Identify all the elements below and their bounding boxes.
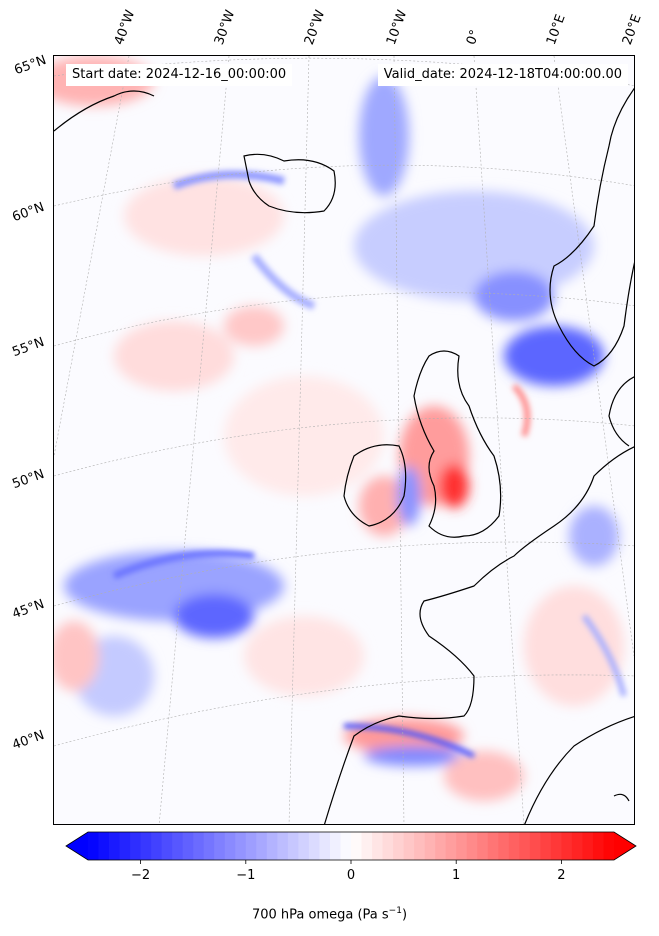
colorbar-band [130, 832, 142, 860]
omega-contours [54, 56, 624, 801]
lon-label-10e: 10°E [543, 12, 569, 48]
colorbar-band [403, 832, 415, 860]
colorbar-band [88, 832, 100, 860]
lon-label-10w: 10°W [383, 8, 411, 47]
map-panel: Start date: 2024-12-16_00:00:00 Valid_da… [53, 55, 635, 825]
colorbar-band [109, 832, 121, 860]
lon-label-0: 0° [463, 27, 484, 47]
colorbar-outline [65, 831, 637, 861]
colorbar-band [351, 832, 363, 860]
colorbar-tick-label: −2 [131, 868, 150, 883]
colorbar-band [382, 832, 394, 860]
colorbar-label-suffix: ) [401, 907, 408, 923]
colorbar-band [193, 832, 205, 860]
omega-streaks [112, 170, 627, 759]
colorbar-band [203, 832, 215, 860]
colorbar-band [508, 832, 520, 860]
colorbar-band [319, 832, 331, 860]
colorbar-extend-max [614, 832, 636, 860]
colorbar: −2 −1 0 1 2 [65, 831, 637, 883]
colorbar-band [329, 832, 342, 860]
colorbar-band [571, 832, 584, 860]
colorbar-band [435, 832, 447, 860]
colorbar-band [308, 832, 321, 860]
colorbar-tick-label: 1 [452, 868, 460, 883]
colorbar-band [287, 832, 299, 860]
colorbar-band [119, 832, 131, 860]
lat-label-50n: 50°N [10, 466, 47, 493]
colorbar-band [477, 832, 489, 860]
colorbar-band [582, 832, 594, 860]
colorbar-band [393, 832, 405, 860]
colorbar-band [456, 832, 468, 860]
colorbar-band [245, 832, 257, 860]
colorbar-band [161, 832, 173, 860]
colorbar-band [214, 832, 226, 860]
lon-label-20e: 20°E [619, 12, 645, 48]
colorbar-band [361, 832, 373, 860]
lat-label-55n: 55°N [10, 334, 47, 361]
colorbar-band [140, 832, 152, 860]
colorbar-ticks: −2 −1 0 1 2 [131, 860, 566, 883]
colorbar-band [340, 832, 352, 860]
colorbar-band [424, 832, 436, 860]
coastlines [54, 87, 634, 824]
colorbar-band [224, 832, 236, 860]
colorbar-band [487, 832, 499, 860]
colorbar-band [182, 832, 194, 860]
lat-label-65n: 65°N [12, 52, 49, 79]
colorbar-band [519, 832, 531, 860]
colorbar-band [98, 832, 110, 860]
lat-label-45n: 45°N [10, 596, 47, 623]
colorbar-band [561, 832, 573, 860]
colorbar-band [235, 832, 247, 860]
colorbar-band [151, 832, 163, 860]
lon-label-20w: 20°W [301, 8, 329, 47]
colorbar-tick-label: −1 [236, 868, 255, 883]
colorbar-label-exponent: −1 [388, 906, 402, 916]
colorbar-band [592, 832, 605, 860]
lat-label-40n: 40°N [10, 727, 47, 754]
lon-label-30w: 30°W [211, 8, 239, 47]
colorbar-band [540, 832, 552, 860]
colorbar-tick-label: 0 [347, 868, 355, 883]
lon-label-40w: 40°W [111, 8, 139, 47]
colorbar-label: 700 hPa omega (Pa s−1) [0, 906, 659, 922]
colorbar-band [445, 832, 457, 860]
colorbar-band [603, 832, 615, 860]
colorbar-band [466, 832, 478, 860]
colorbar-band [256, 832, 268, 860]
colorbar-extend-min [66, 832, 88, 860]
lat-label-60n: 60°N [10, 199, 47, 226]
colorbar-band [529, 832, 541, 860]
graticule [54, 56, 634, 824]
colorbar-band [298, 832, 310, 860]
colorbar-band [372, 832, 384, 860]
colorbar-band [498, 832, 510, 860]
colorbar-tick-label: 2 [557, 868, 565, 883]
colorbar-band [172, 832, 184, 860]
start-date-label: Start date: 2024-12-16_00:00:00 [66, 64, 293, 86]
colorbar-band [550, 832, 562, 860]
omega-field-map [54, 56, 634, 824]
colorbar-band [414, 832, 426, 860]
valid-date-label: Valid_date: 2024-12-18T04:00:00.00 [377, 64, 628, 86]
colorbar-bands [65, 831, 637, 861]
colorbar-band [266, 832, 278, 860]
colorbar-band [277, 832, 289, 860]
colorbar-label-text: 700 hPa omega (Pa s [251, 907, 389, 923]
